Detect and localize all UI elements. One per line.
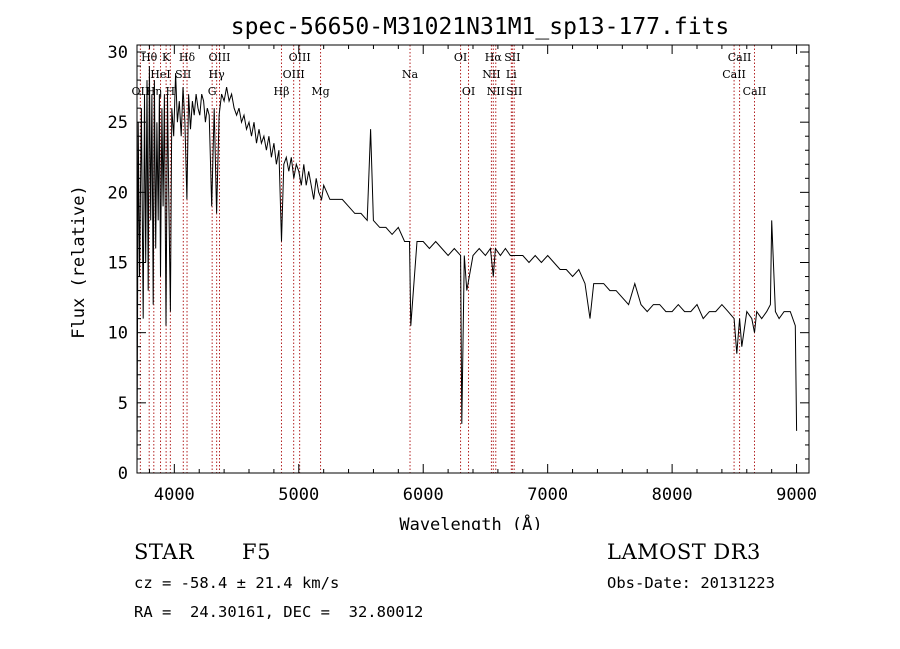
x-tick-label: 8000 bbox=[652, 485, 693, 505]
redshift-velocity: cz = -58.4 ± 21.4 km/s bbox=[134, 574, 340, 592]
plot-frame bbox=[136, 44, 810, 474]
spectral-line-markers bbox=[139, 45, 755, 473]
spectral-line-label: NII bbox=[487, 85, 505, 98]
spectral-line-label: G bbox=[208, 85, 217, 98]
x-tick-label: 4000 bbox=[154, 485, 195, 505]
spectral-line-label: Hγ bbox=[209, 68, 226, 81]
observation-date: Obs-Date: 20131223 bbox=[607, 574, 775, 592]
y-axis-ticks: 0 5 10 15 20 25 30 bbox=[108, 43, 809, 484]
spectral-line-label: Hδ bbox=[179, 51, 196, 64]
y-tick-label: 0 bbox=[118, 464, 128, 484]
coordinates: RA = 24.30161, DEC = 32.80012 bbox=[134, 603, 424, 621]
x-tick-label: 6000 bbox=[403, 485, 444, 505]
flux-series-line bbox=[136, 65, 798, 474]
spectrum-chart: spec-56650-M31021N31M1_sp13-177.fits OII… bbox=[69, 14, 817, 530]
x-tick-label: 9000 bbox=[776, 485, 817, 505]
spectral-line-label: OIII bbox=[289, 51, 311, 64]
object-subclass: F5 bbox=[242, 540, 271, 564]
y-tick-label: 25 bbox=[108, 113, 128, 133]
spectral-line-label: Hβ bbox=[274, 85, 290, 98]
y-axis-label: Flux (relative) bbox=[69, 185, 89, 339]
spectral-line-label: NII bbox=[482, 68, 500, 81]
spectral-line-label: CaII bbox=[728, 51, 752, 64]
spectral-line-label: SII bbox=[175, 68, 191, 81]
y-tick-label: 30 bbox=[108, 43, 128, 63]
spectral-line-label: OIII bbox=[208, 51, 230, 64]
spectral-line-labels: OIIHθHηHeIKHSIIHδGHγOIIIHβOIIIOIIIMgNaOI… bbox=[132, 51, 767, 98]
y-tick-label: 10 bbox=[108, 324, 128, 344]
x-tick-label: 5000 bbox=[278, 485, 319, 505]
spectral-line-label: CaII bbox=[722, 68, 746, 81]
spectral-line-label: CaII bbox=[743, 85, 767, 98]
spectral-line-label: OIII bbox=[283, 68, 305, 81]
chart-title: spec-56650-M31021N31M1_sp13-177.fits bbox=[231, 14, 730, 40]
x-tick-label: 7000 bbox=[527, 485, 568, 505]
spectral-line-label: HeI bbox=[150, 68, 170, 81]
x-axis-ticks: 4000 5000 6000 7000 8000 9000 bbox=[148, 45, 817, 505]
spectral-line-label: Mg bbox=[311, 85, 329, 98]
spectral-line-label: Na bbox=[402, 68, 419, 81]
spectral-line-label: K bbox=[162, 51, 171, 64]
y-tick-label: 15 bbox=[108, 254, 128, 274]
y-tick-label: 5 bbox=[118, 394, 128, 414]
object-class: STAR bbox=[134, 540, 195, 564]
spectral-line-label: SII bbox=[506, 85, 522, 98]
spectral-line-label: H bbox=[166, 85, 176, 98]
x-axis-label: Wavelength (Å) bbox=[399, 513, 542, 530]
survey-name: LAMOST DR3 bbox=[607, 540, 761, 564]
spectral-line-label: OI bbox=[454, 51, 467, 64]
spectral-line-label: Li bbox=[506, 68, 517, 81]
spectral-line-label: SII bbox=[504, 51, 520, 64]
spectral-line-label: OI bbox=[462, 85, 475, 98]
y-tick-label: 20 bbox=[108, 183, 128, 203]
spectral-line-label: Hθ bbox=[141, 51, 158, 64]
spectral-line-label: Hα bbox=[485, 51, 503, 64]
